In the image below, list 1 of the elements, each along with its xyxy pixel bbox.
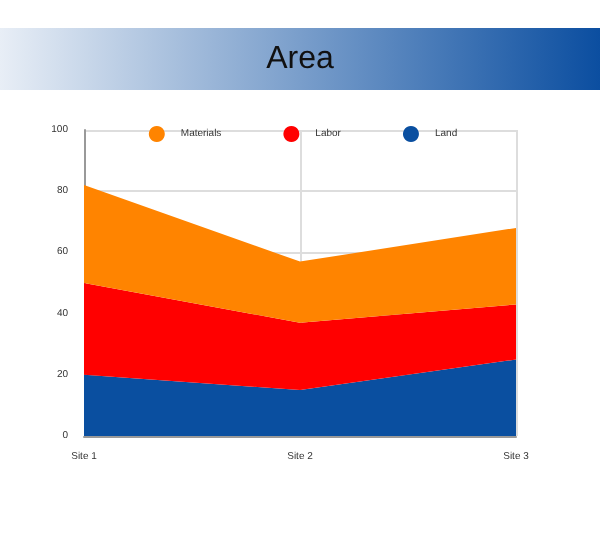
chart-title: Area bbox=[0, 28, 600, 90]
